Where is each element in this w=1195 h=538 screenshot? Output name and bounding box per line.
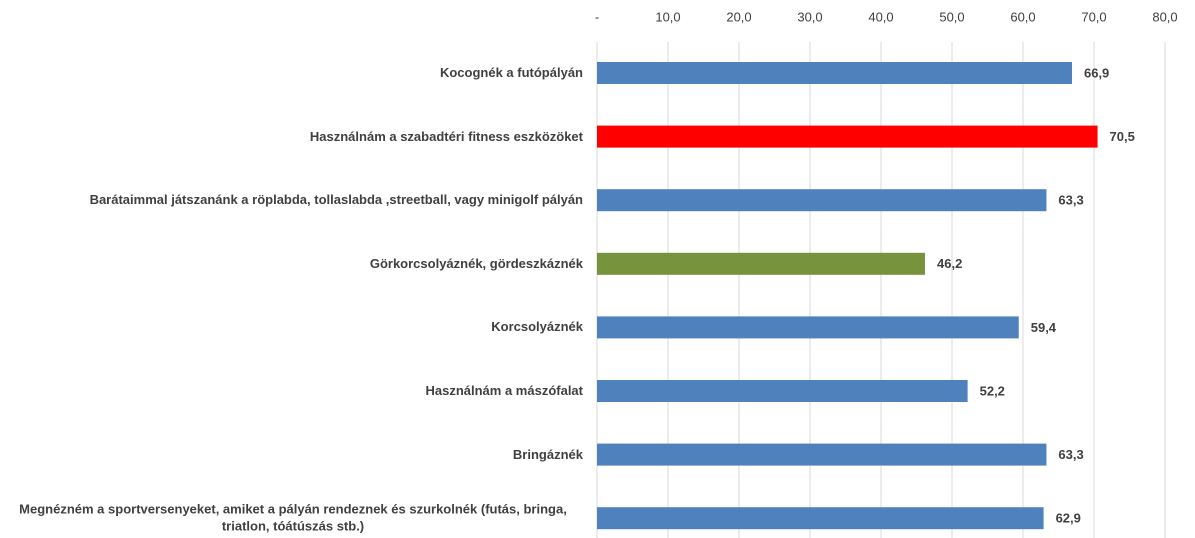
category-label: Görkorcsolyáznék, gördeszkáznék bbox=[369, 255, 583, 271]
category-label-box: Barátaimmal játszanánk a röplabda, tolla… bbox=[3, 191, 583, 209]
category-label: Kocognék a futópályán bbox=[439, 65, 583, 80]
category-label-box: Kocognék a futópályán bbox=[3, 64, 583, 82]
bar bbox=[597, 443, 1047, 466]
value-label: 52,2 bbox=[980, 383, 1005, 398]
category-label: Használnám a mászófalat bbox=[425, 383, 583, 398]
value-label: 46,2 bbox=[937, 256, 962, 271]
category-label-box: Görkorcsolyáznék, gördeszkáznék bbox=[3, 255, 583, 273]
x-tick-label: 40,0 bbox=[868, 9, 893, 24]
bar bbox=[597, 252, 926, 275]
bar bbox=[597, 380, 968, 402]
x-tick-label: 80,0 bbox=[1152, 9, 1177, 24]
x-tick-label: 60,0 bbox=[1010, 9, 1035, 24]
category-label: Megnézném a sportversenyeket, amiket a p… bbox=[19, 501, 567, 534]
x-tick-label: 50,0 bbox=[939, 9, 964, 24]
value-label: 66,9 bbox=[1084, 65, 1109, 80]
category-label-box: Megnézném a sportversenyeket, amiket a p… bbox=[3, 501, 583, 536]
value-label: 59,4 bbox=[1031, 320, 1057, 335]
x-tick-label: 30,0 bbox=[797, 9, 822, 24]
bar bbox=[597, 316, 1019, 339]
value-label: 62,9 bbox=[1056, 511, 1081, 526]
category-label-box: Használnám a mászófalat bbox=[3, 382, 583, 400]
category-label: Használnám a szabadtéri fitness eszközök… bbox=[309, 128, 583, 144]
category-label-box: Használnám a szabadtéri fitness eszközök… bbox=[3, 128, 583, 146]
category-label: Korcsolyáznék bbox=[491, 319, 583, 335]
bar bbox=[597, 125, 1098, 148]
x-tick-label: 70,0 bbox=[1081, 9, 1106, 24]
bar bbox=[597, 507, 1044, 530]
category-label-box: Bringáznék bbox=[3, 446, 583, 464]
category-label-box: Korcsolyáznék bbox=[3, 318, 583, 336]
x-tick-label: - bbox=[595, 9, 599, 24]
x-tick-label: 20,0 bbox=[726, 9, 751, 24]
x-tick-label: 10,0 bbox=[655, 9, 680, 24]
category-label: Barátaimmal játszanánk a röplabda, tolla… bbox=[89, 192, 583, 208]
bar bbox=[597, 189, 1047, 212]
value-label: 63,3 bbox=[1058, 193, 1083, 208]
bar bbox=[597, 62, 1072, 84]
value-label: 70,5 bbox=[1110, 129, 1135, 144]
value-label: 63,3 bbox=[1058, 447, 1083, 462]
category-label: Bringáznék bbox=[512, 446, 583, 462]
